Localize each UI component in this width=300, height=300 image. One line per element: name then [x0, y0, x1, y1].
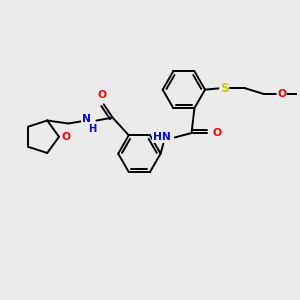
Text: O: O: [98, 90, 107, 100]
Text: O: O: [212, 128, 221, 138]
Text: S: S: [220, 82, 229, 95]
Text: O: O: [277, 89, 286, 99]
Text: H: H: [88, 124, 96, 134]
Text: O: O: [61, 132, 70, 142]
Text: HN: HN: [153, 132, 170, 142]
Text: N: N: [82, 114, 91, 124]
